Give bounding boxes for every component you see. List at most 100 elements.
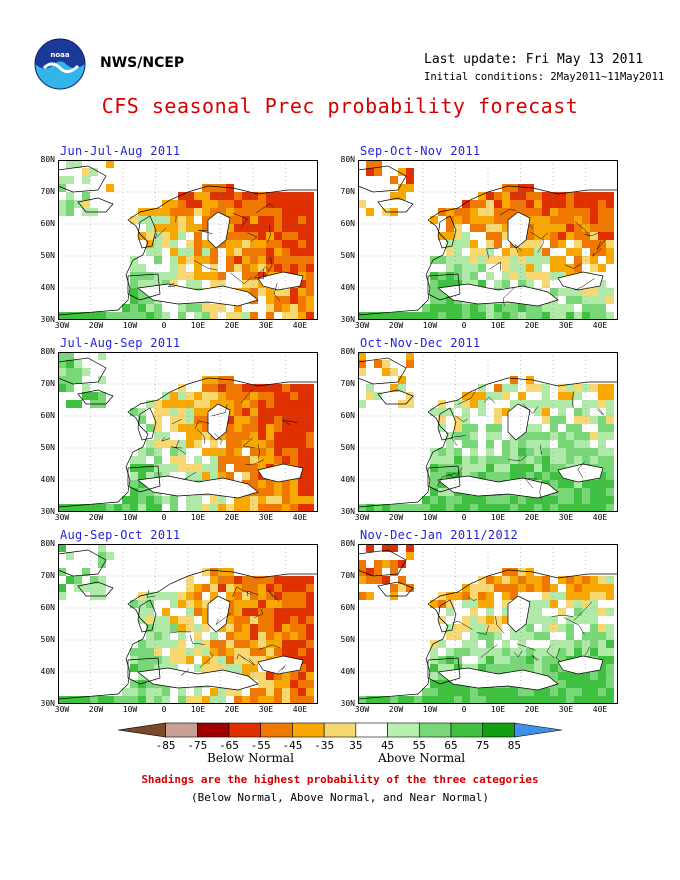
lat-label: 60N	[340, 603, 355, 612]
forecast-map	[58, 160, 318, 320]
lat-label: 60N	[340, 411, 355, 420]
colorbar-segment	[482, 722, 515, 738]
lat-label: 70N	[340, 187, 355, 196]
lat-label: 40N	[40, 667, 55, 676]
lon-label: 20W	[88, 513, 104, 522]
lon-label: 30E	[558, 513, 574, 522]
lon-label: 30E	[258, 321, 274, 330]
lon-label: 20E	[524, 705, 540, 714]
shading-note: Shadings are the highest probability of …	[141, 773, 539, 786]
lat-label: 80N	[40, 155, 55, 164]
lat-label: 40N	[40, 475, 55, 484]
lon-label: 20W	[388, 321, 404, 330]
colorbar-tick-label: -55	[250, 739, 271, 752]
lon-label: 20W	[88, 705, 104, 714]
colorbar-segment	[292, 722, 325, 738]
lon-label: 30E	[258, 513, 274, 522]
lon-label: 0	[161, 513, 167, 522]
lat-label: 50N	[40, 443, 55, 452]
colorbar-tick-label: 65	[444, 739, 458, 752]
lon-label: 40E	[592, 513, 608, 522]
lat-label: 40N	[40, 283, 55, 292]
lon-label: 20E	[224, 513, 240, 522]
lon-label: 0	[461, 321, 467, 330]
page-title: CFS seasonal Prec probability forecast	[101, 94, 579, 118]
colorbar-tick-label: -65	[219, 739, 239, 752]
lon-label: 30W	[354, 321, 370, 330]
panel-title: Nov-Dec-Jan 2011/2012	[360, 528, 519, 542]
lon-label: 0	[161, 321, 167, 330]
panel-title: Oct-Nov-Dec 2011	[360, 336, 481, 350]
colorbar-segment	[196, 722, 230, 738]
lat-label: 30N	[340, 507, 355, 516]
lon-label: 10E	[490, 513, 506, 522]
colorbar-segment	[260, 722, 293, 738]
lat-label: 50N	[340, 635, 355, 644]
lat-label: 30N	[340, 699, 355, 708]
lon-label: 20W	[388, 513, 404, 522]
lon-label: 40E	[292, 513, 308, 522]
lon-label: 30W	[354, 705, 370, 714]
lon-label: 30W	[54, 321, 70, 330]
colorbar-tick-label: 55	[412, 739, 426, 752]
lon-label: 10E	[490, 705, 506, 714]
category-note: (Below Normal, Above Normal, and Near No…	[190, 791, 489, 804]
lat-label: 70N	[40, 571, 55, 580]
lon-label: 20E	[524, 513, 540, 522]
colorbar-segment	[418, 722, 452, 738]
lat-label: 80N	[40, 347, 55, 356]
lat-label: 80N	[340, 155, 355, 164]
lat-label: 60N	[40, 219, 55, 228]
forecast-map	[58, 544, 318, 704]
lat-label: 40N	[340, 475, 355, 484]
colorbar-segment	[323, 722, 357, 738]
lon-label: 10E	[190, 321, 206, 330]
colorbar-tick-label: 85	[507, 739, 522, 752]
colorbar-tick-label: 35	[349, 739, 363, 752]
lon-label: 30E	[558, 321, 574, 330]
lon-label: 20W	[88, 321, 104, 330]
lon-label: 30W	[54, 705, 70, 714]
lat-label: 40N	[340, 283, 355, 292]
colorbar	[118, 722, 562, 738]
below-normal-label: Below Normal	[207, 751, 294, 765]
colorbar-segment	[355, 722, 388, 738]
colorbar-segment	[228, 722, 262, 738]
lon-label: 20E	[224, 321, 240, 330]
lon-label: 10W	[422, 705, 438, 714]
lat-label: 60N	[40, 603, 55, 612]
svg-text:noaa: noaa	[50, 51, 70, 59]
colorbar-tick-label: -75	[187, 739, 208, 752]
lon-label: 40E	[292, 321, 308, 330]
lat-label: 30N	[40, 315, 55, 324]
lon-label: 40E	[592, 705, 608, 714]
lat-label: 80N	[40, 539, 55, 548]
lat-label: 60N	[40, 411, 55, 420]
colorbar-segment	[514, 722, 562, 738]
lat-label: 50N	[40, 635, 55, 644]
colorbar-segment	[450, 722, 484, 738]
lon-label: 10W	[122, 321, 138, 330]
lat-label: 70N	[340, 379, 355, 388]
panel-title: Jul-Aug-Sep 2011	[60, 336, 181, 350]
forecast-map	[358, 352, 618, 512]
lon-label: 0	[161, 705, 167, 714]
lon-label: 20E	[524, 321, 540, 330]
colorbar-segment	[387, 722, 420, 738]
org-label: NWS/NCEP	[100, 55, 185, 71]
lon-label: 10W	[122, 513, 138, 522]
lat-label: 80N	[340, 347, 355, 356]
lat-label: 40N	[340, 667, 355, 676]
colorbar-tick-label: -45	[282, 739, 303, 752]
lon-label: 30E	[558, 705, 574, 714]
lon-label: 10W	[422, 513, 438, 522]
colorbar-tick-label: 45	[380, 739, 395, 752]
lon-label: 30W	[54, 513, 70, 522]
lat-label: 60N	[340, 219, 355, 228]
lat-label: 30N	[40, 507, 55, 516]
panel-title: Aug-Sep-Oct 2011	[60, 528, 181, 542]
forecast-map	[358, 160, 618, 320]
lat-label: 50N	[40, 251, 55, 260]
lat-label: 80N	[340, 539, 355, 548]
initial-conditions: Initial conditions: 2May2011~11May2011	[424, 71, 665, 83]
